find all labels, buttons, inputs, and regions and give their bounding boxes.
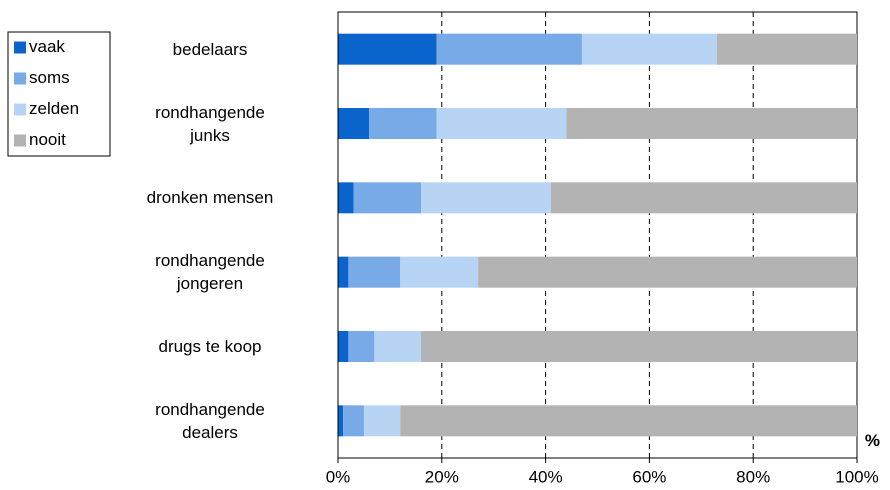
legend-swatch (14, 134, 26, 147)
bar-segment (363, 405, 401, 437)
bar-segment (550, 182, 857, 214)
legend-label: nooit (29, 130, 66, 149)
bar-segment (338, 331, 349, 362)
bar-segment (421, 182, 551, 214)
legend-swatch (14, 72, 26, 85)
bar-segment (369, 108, 437, 139)
bar-segment (581, 33, 717, 65)
x-tick-label: 40% (529, 467, 563, 486)
y-tick-label: rondhangende junks (155, 102, 265, 145)
bar-segment (374, 331, 422, 362)
y-tick-label: rondhangende jongeren (155, 251, 265, 294)
bar-segment (348, 256, 401, 288)
plot-frame (337, 11, 858, 459)
bar-segment (436, 33, 582, 65)
x-tick-label: 80% (736, 467, 770, 486)
x-tick-label: 60% (632, 467, 666, 486)
bar-segment (400, 405, 857, 437)
bar-segment (353, 182, 422, 214)
legend-swatch (14, 41, 26, 54)
bar-segment (338, 33, 437, 65)
bar-segment (566, 108, 857, 139)
bar-segment (478, 256, 857, 288)
legend-label: zelden (29, 99, 79, 118)
x-tick-label: 20% (425, 467, 459, 486)
bar-segment (338, 405, 344, 437)
bar-segment (338, 108, 370, 139)
bar-segment (348, 331, 375, 362)
x-tick-label: 100% (835, 467, 878, 486)
bar-segment (400, 256, 479, 288)
legend-label: soms (29, 68, 70, 87)
bar-segment (338, 256, 349, 288)
legend-label: vaak (29, 37, 65, 56)
x-axis-label: % (865, 431, 880, 450)
y-tick-label: rondhangende dealers (155, 399, 265, 442)
y-tick-label: bedelaars (172, 39, 248, 59)
bar-segment (716, 33, 857, 65)
bar-segment (343, 405, 364, 437)
legend-swatch (14, 103, 26, 116)
bar-segment (421, 331, 857, 362)
y-tick-label: dronken mensen (146, 188, 274, 208)
x-tick-label: 0% (326, 467, 351, 486)
bar-segment (338, 182, 354, 214)
bar-segment (436, 108, 567, 139)
y-tick-label: drugs te koop (158, 337, 262, 356)
